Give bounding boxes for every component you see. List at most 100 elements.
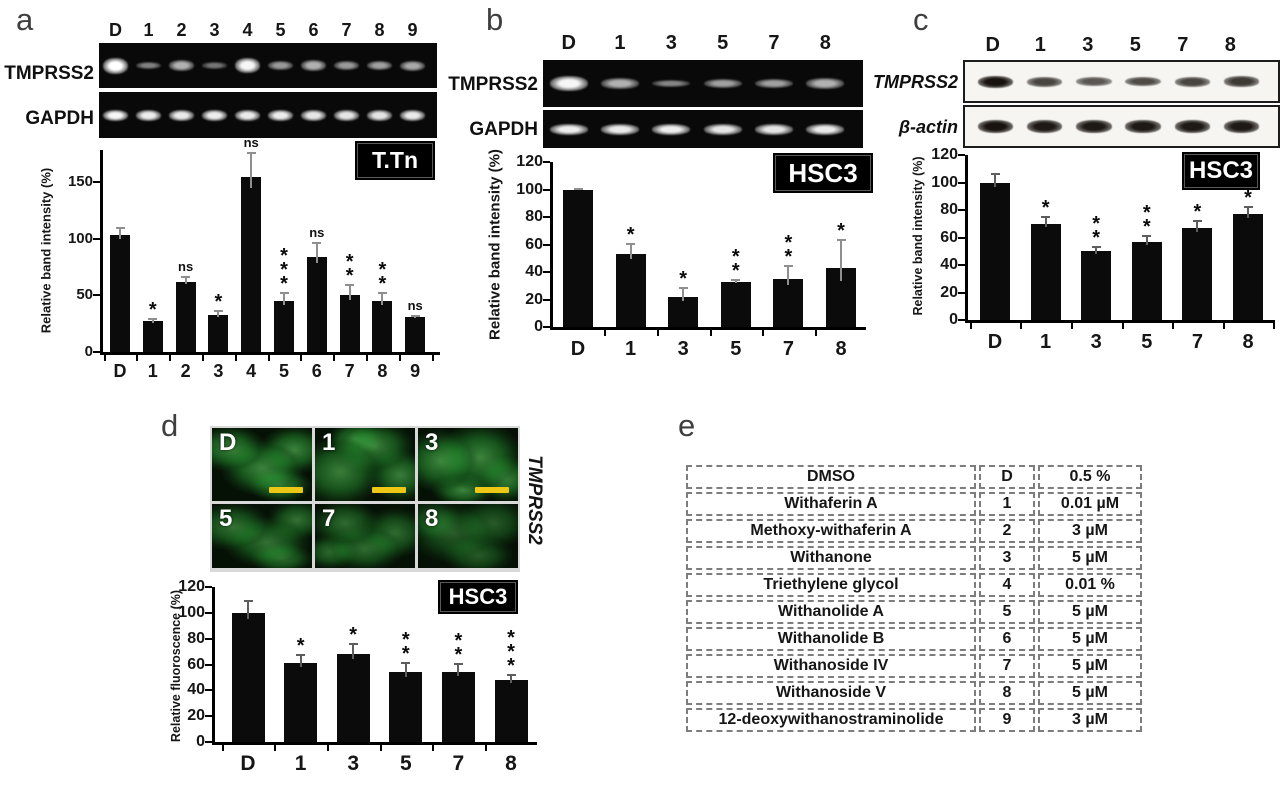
error-bar-cap-8 (377, 291, 387, 294)
x-tick (398, 355, 401, 361)
x-category-1: 1 (625, 338, 637, 360)
y-tick-label: 100 (67, 229, 93, 247)
error-bar-cap-D (573, 188, 583, 191)
panel-c-bar-chart: 0 20 40 60 80 100 120 D * 1 * * 3 * * 5 * 7 * 8 (931, 146, 1276, 353)
error-bar-cap-2 (181, 275, 191, 278)
gel-lane-D (99, 92, 132, 138)
x-tick (202, 355, 204, 361)
panel-a-letter: a (16, 2, 34, 37)
bar-4 (241, 177, 262, 352)
lane-label-3: 3 (209, 20, 220, 40)
panel-c-row-label-bactin: β-actin (898, 117, 958, 137)
fluorescence-image-D: D (212, 428, 312, 501)
lane-label-5: 5 (717, 32, 729, 54)
error-bar-8 (510, 673, 512, 683)
significance-stars-8: * (1244, 186, 1252, 209)
panel-b-row-label-gapdh: GAPDH (469, 119, 538, 140)
y-tick (958, 291, 965, 294)
y-tick-label: 0 (949, 311, 958, 328)
significance-stars-7: * * (454, 630, 463, 667)
bar-3 (1081, 251, 1112, 320)
treatment-name: DMSO (686, 465, 976, 489)
error-bar-3 (1095, 245, 1098, 254)
tile-label-D: D (219, 429, 237, 456)
table-row: Triethylene glycol 4 0.01 % (686, 573, 1142, 597)
lane-label-D: D (109, 20, 122, 40)
lane-label-1: 1 (143, 20, 154, 40)
x-category-3: 3 (213, 361, 224, 381)
target-band (977, 75, 1014, 88)
target-band (1027, 76, 1063, 87)
bar-D (110, 235, 130, 352)
lane-label-8: 8 (1224, 34, 1236, 56)
gel-lane-1 (594, 60, 645, 107)
treatment-conc: 3 µM (1038, 519, 1142, 543)
gel-lane-5 (1119, 107, 1168, 146)
y-tick-label: 40 (525, 263, 543, 280)
target-band (334, 60, 359, 71)
error-bar-cap-3 (213, 310, 223, 313)
y-tick (958, 181, 965, 184)
y-tick (205, 586, 212, 588)
y-tick (205, 689, 212, 692)
x-tick (431, 355, 434, 361)
gel-lane-8 (800, 60, 851, 107)
gel-lane-3 (198, 43, 231, 88)
loading-band (169, 109, 194, 121)
gel-lane-7 (1168, 62, 1217, 101)
bar-7 (339, 295, 360, 352)
treatment-name: 12-deoxywithanostraminolide (686, 708, 976, 732)
loading-band (1125, 120, 1161, 133)
panel-d-fluorescence-grid: D 1 3 5 7 8 (210, 426, 520, 572)
treatment-name: Withaferin A (686, 492, 976, 516)
error-bar-1 (629, 243, 632, 260)
error-bar-1 (1044, 215, 1047, 228)
y-tick (93, 351, 100, 353)
significance-stars-7: * (1193, 200, 1202, 223)
y-tick-label: 60 (187, 655, 205, 673)
error-bar-cap-D (115, 227, 125, 230)
gel-lane-D (543, 60, 594, 107)
gel-lane-7 (330, 92, 363, 138)
bar-2 (175, 281, 196, 352)
y-tick (958, 236, 965, 239)
y-tick (543, 188, 550, 191)
fluorescence-image-8: 8 (418, 504, 518, 568)
loading-band (202, 109, 227, 121)
lane-label-6: 6 (308, 20, 319, 40)
panel-c-bactin-blot (963, 105, 1280, 148)
significance-stars-1: * (148, 298, 157, 321)
loading-band (806, 123, 845, 135)
lane-label-2: 2 (176, 20, 187, 40)
lane-label-7: 7 (341, 20, 352, 40)
lane-label-D: D (985, 34, 1000, 56)
panel-d-side-label-tmprss2: TMPRSS2 (524, 455, 545, 545)
treatment-code: 5 (979, 600, 1035, 624)
x-tick (366, 355, 368, 361)
treatment-conc: 5 µM (1038, 546, 1142, 570)
loading-band (754, 123, 793, 135)
x-category-5: 5 (399, 752, 412, 775)
y-tick-label: 80 (187, 629, 205, 647)
error-bar-8 (381, 291, 384, 306)
error-bar-3 (352, 642, 355, 660)
error-bar-cap-D (990, 172, 1000, 175)
error-bar-cap-8 (506, 673, 516, 676)
y-tick-label: 20 (187, 707, 205, 725)
target-band (1125, 76, 1161, 87)
x-category-5: 5 (1141, 331, 1153, 353)
gel-lane-5 (697, 60, 748, 107)
x-category-7: 7 (782, 338, 794, 360)
target-band (268, 60, 293, 71)
error-bar-D (247, 599, 249, 619)
loading-band (977, 120, 1014, 133)
x-tick (604, 330, 607, 336)
lane-label-1: 1 (1034, 34, 1046, 56)
significance-ns-2: ns (178, 258, 194, 274)
panel-a-tmprss2-gel (99, 43, 437, 88)
bar-8 (494, 680, 528, 742)
error-bar-cap-9 (410, 314, 420, 317)
target-band (136, 61, 161, 70)
